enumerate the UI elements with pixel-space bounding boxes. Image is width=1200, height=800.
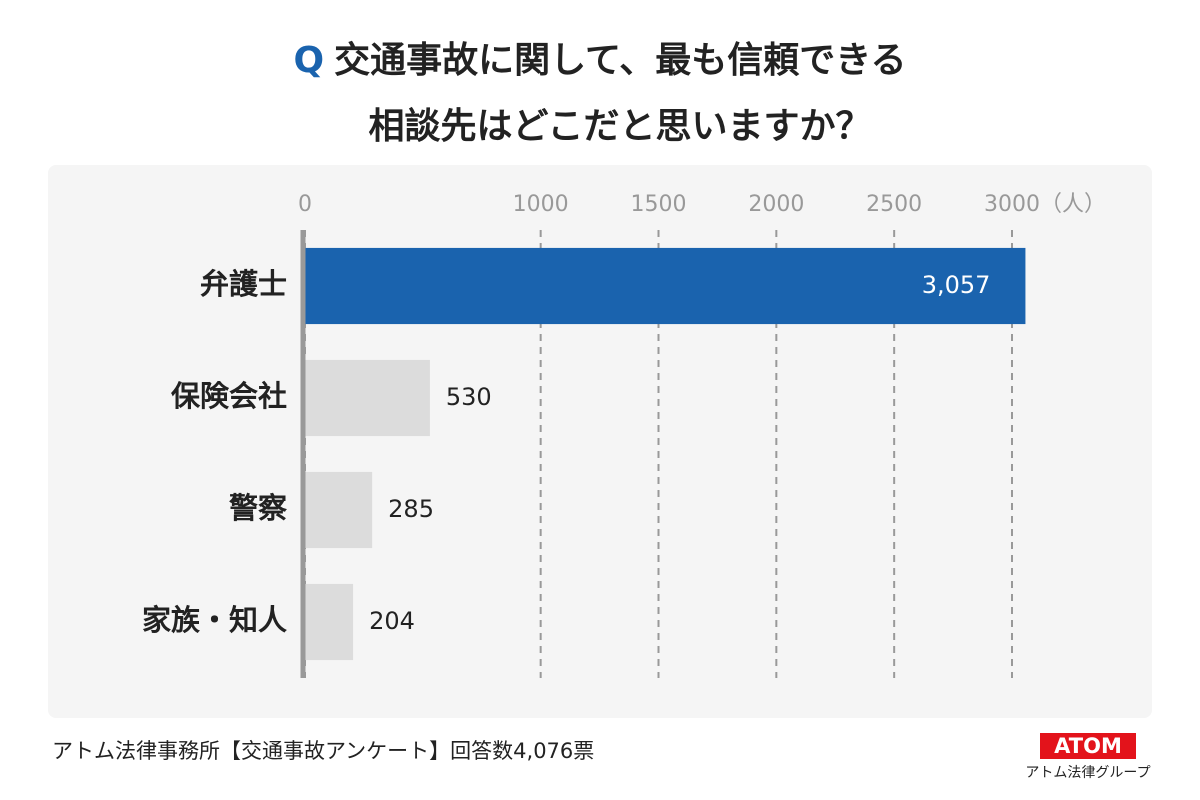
x-tick-label: 2500: [866, 192, 922, 217]
footer: アトム法律事務所【交通事故アンケート】回答数4,076票: [52, 739, 594, 763]
bar: [305, 359, 430, 437]
bar: [305, 247, 1026, 325]
value-label: 530: [446, 383, 492, 411]
value-label: 3,057: [922, 271, 991, 299]
value-label: 204: [369, 607, 415, 635]
x-unit: （人）: [1040, 192, 1106, 217]
x-tick-label: 1500: [631, 192, 687, 217]
plot: 0 1000 1500 2000 2500 3000 （人） 弁護士 3,057 保険会社 530 警…: [142, 192, 1106, 678]
bar: [305, 583, 354, 661]
x-tick-label: 1000: [513, 192, 569, 217]
logo-box: [1040, 733, 1136, 759]
x-tick-label: 0: [298, 192, 312, 217]
x-tick-label: 3000: [984, 192, 1040, 217]
bar: [305, 471, 373, 549]
title-line: 交通事故に関して、最も信頼できる: [334, 39, 906, 81]
title-prefix: Q: [293, 40, 324, 81]
value-label: 285: [388, 495, 434, 523]
logo-subtitle: アトム法律グループ: [1025, 765, 1150, 781]
logo: ATOM: [1054, 734, 1122, 758]
category-label: 保険会社: [170, 379, 287, 413]
category-label: 弁護士: [200, 267, 287, 301]
x-tick-label: 2000: [748, 192, 804, 217]
title-line: 相談先はどこだと思いますか？: [369, 106, 872, 147]
category-label: 警察: [229, 491, 288, 525]
category-label: 家族・知人: [142, 603, 287, 637]
chart-title: Q 交通事故に関して、最も信頼できる: [293, 39, 906, 81]
